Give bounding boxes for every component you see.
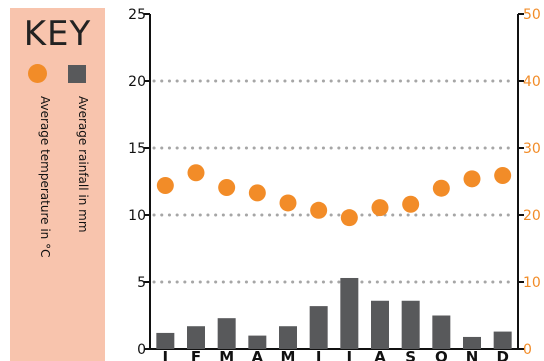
month-label: A [374, 348, 386, 361]
key-title: KEY [23, 14, 92, 54]
month-label: O [435, 348, 448, 361]
month-label: F [191, 348, 201, 361]
rainfall-swatch [68, 65, 86, 83]
month-label: A [252, 348, 264, 361]
left-tick-label: 5 [137, 275, 146, 291]
rainfall-bar [279, 326, 297, 349]
chart-key: KEY Average temperature in °C Average ra… [10, 8, 105, 361]
temperature-point [310, 201, 328, 219]
right-tick-label: 0 [523, 342, 532, 358]
rainfall-bar [156, 332, 175, 349]
right-tick-label: 40 [523, 74, 541, 90]
right-tick-label: 10 [523, 275, 541, 291]
right-tick-label: 50 [523, 7, 541, 23]
rainfall-bar [248, 335, 267, 349]
rainfall-bar [371, 300, 389, 349]
rainfall-bar [340, 277, 359, 349]
month-label: J [162, 348, 169, 361]
left-tick-label: 0 [137, 342, 146, 358]
month-label: N [466, 348, 479, 361]
temperature-point [402, 195, 420, 213]
rainfall-bar [217, 318, 236, 349]
rainfall-bar [493, 331, 512, 349]
month-label: S [405, 348, 416, 361]
temperature-point [340, 209, 358, 227]
left-tick-label: 10 [128, 208, 146, 224]
right-tick-label: 30 [523, 141, 541, 157]
month-label: M [219, 348, 234, 361]
temperature-point [187, 164, 205, 182]
temperature-point [432, 179, 450, 197]
temperature-point [156, 177, 174, 195]
temperature-point [218, 179, 236, 197]
month-label: D [496, 348, 508, 361]
temperature-point [463, 170, 481, 188]
rainfall-bar [432, 315, 451, 349]
temperature-point [279, 194, 297, 212]
temperature-swatch [28, 64, 47, 83]
temperature-point [248, 184, 266, 202]
left-tick-label: 15 [128, 141, 146, 157]
rainfall-bar [309, 306, 328, 349]
rainfall-bar [463, 336, 481, 349]
rainfall-bar [401, 300, 420, 349]
temperature-point [371, 199, 389, 217]
temperature-point [494, 166, 512, 184]
left-tick-label: 25 [128, 7, 146, 23]
month-label: M [281, 348, 296, 361]
left-tick-label: 20 [128, 74, 146, 90]
rainfall-bar [187, 326, 205, 349]
month-label: J [346, 348, 353, 361]
right-tick-label: 20 [523, 208, 541, 224]
month-label: J [315, 348, 322, 361]
